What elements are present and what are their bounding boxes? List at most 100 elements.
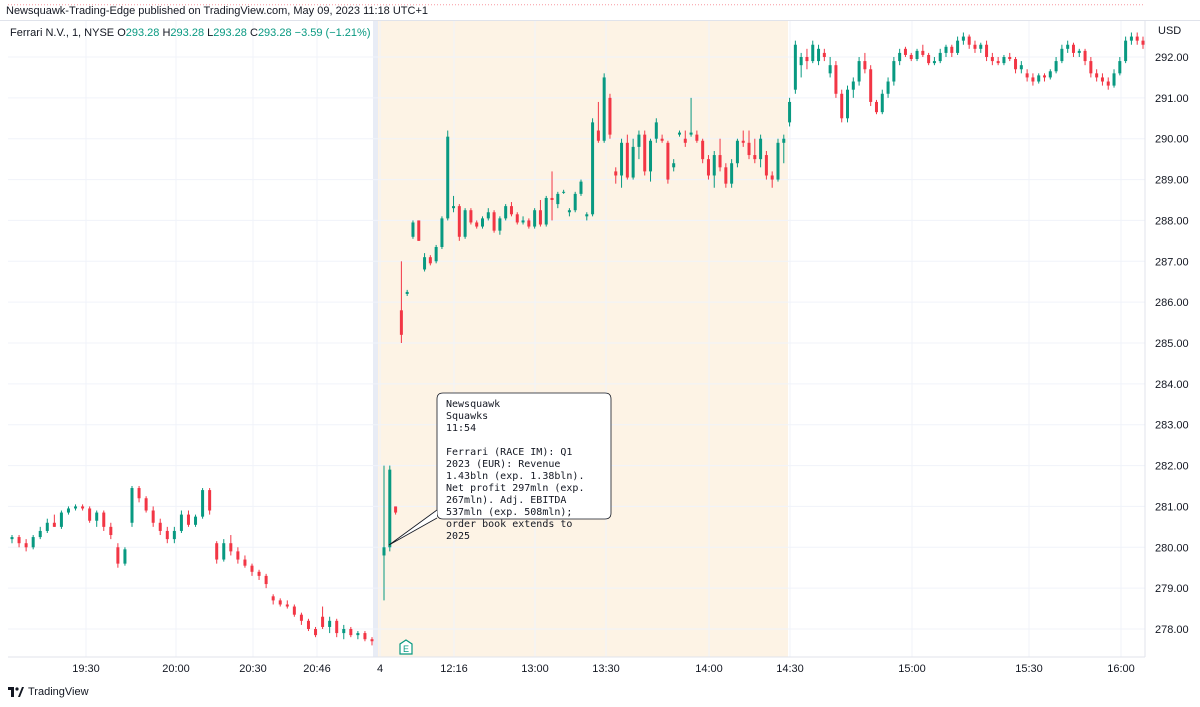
candle (417, 220, 421, 241)
candle (229, 535, 233, 556)
candle-body (428, 257, 432, 264)
candle-body (328, 620, 332, 627)
candle-body (509, 206, 513, 215)
candle-body (544, 197, 548, 225)
callout-source: Newsquawk Squawks (446, 399, 501, 422)
candle (840, 89, 844, 123)
candle-body (123, 549, 127, 564)
candle (985, 40, 989, 62)
candle (480, 216, 484, 229)
candle-body (1031, 77, 1035, 82)
candle-body (172, 530, 176, 540)
candle-body (1095, 73, 1099, 78)
candle-body (620, 142, 624, 176)
candle-body (405, 291, 409, 294)
earnings-badge-icon[interactable]: E (398, 639, 414, 655)
candle (10, 535, 14, 544)
candle (52, 514, 56, 527)
time-tick-label: 20:46 (303, 663, 331, 675)
candle-body (950, 46, 954, 53)
candle-body (1060, 48, 1064, 62)
candle (782, 134, 786, 164)
candle-body (695, 134, 699, 141)
candle (996, 57, 1000, 66)
candle (892, 57, 896, 86)
time-tick-label: 14:30 (776, 663, 804, 675)
candle (1031, 73, 1035, 86)
candle (186, 510, 190, 527)
candle (741, 130, 745, 147)
candle-body (475, 222, 479, 227)
open-label: O (117, 27, 126, 39)
candle (278, 598, 282, 607)
candle (1083, 48, 1087, 66)
candle-body (944, 46, 948, 53)
candle (264, 573, 268, 589)
candle-body (264, 575, 268, 585)
candle (440, 216, 444, 250)
candle (222, 539, 226, 562)
candle (724, 163, 728, 188)
candle-body (498, 218, 502, 231)
candle (677, 130, 681, 137)
candle (857, 57, 861, 86)
candle-body (817, 48, 821, 62)
candle (649, 138, 653, 182)
candle (271, 594, 275, 605)
candle-body (335, 620, 339, 634)
candle (363, 631, 367, 642)
candle-body (24, 543, 28, 548)
candle-body (828, 65, 832, 74)
candle-body (469, 210, 473, 223)
candle (1141, 36, 1145, 49)
symbol-label[interactable]: Ferrari N.V., 1, NYSE (10, 27, 115, 39)
time-tick-label: 13:30 (592, 663, 620, 675)
candle (706, 155, 710, 180)
price-tick-label: 287.00 (1155, 256, 1189, 268)
candle (452, 195, 456, 213)
candle-body (116, 547, 120, 564)
candle (1129, 32, 1133, 45)
candle (538, 200, 542, 227)
candle-body (961, 36, 965, 41)
candle-body (382, 547, 386, 556)
candle (74, 504, 78, 511)
candle (718, 138, 722, 172)
candle-body (874, 101, 878, 113)
candle-body (1048, 71, 1052, 78)
candle-body (643, 134, 647, 172)
candle-body (95, 512, 99, 521)
candle-body (973, 44, 977, 49)
candle-body (654, 122, 658, 139)
candle (735, 138, 739, 168)
candle (828, 57, 832, 78)
candle-body (932, 61, 936, 64)
time-tick-label: 15:00 (898, 663, 926, 675)
candle (880, 89, 884, 115)
candle-body (74, 506, 78, 509)
price-tick-label: 278.00 (1155, 624, 1189, 636)
news-callout[interactable]: Newsquawk Squawks 11:54 Ferrari (RACE IM… (437, 393, 611, 542)
candle (1066, 40, 1070, 53)
price-tick-label: 283.00 (1155, 420, 1189, 432)
candle (1002, 54, 1006, 66)
candle (515, 212, 519, 225)
candle-body (660, 138, 664, 141)
candle (869, 65, 873, 107)
candle (961, 32, 965, 45)
candle (585, 212, 589, 221)
candle-body (666, 142, 670, 180)
candle-body (292, 606, 296, 615)
candle (637, 130, 641, 160)
candle-body (1008, 57, 1012, 60)
candle-body (480, 218, 484, 227)
candle (342, 624, 346, 640)
candle (201, 488, 205, 519)
candle-body (892, 61, 896, 82)
candle (712, 150, 716, 188)
time-axis: 19:30 20:00 20:30 20:46 4 12:16 13:00 13:30 14:0… (72, 663, 1135, 675)
candle (1060, 44, 1064, 64)
candle-body (689, 132, 693, 135)
candle (805, 48, 809, 70)
